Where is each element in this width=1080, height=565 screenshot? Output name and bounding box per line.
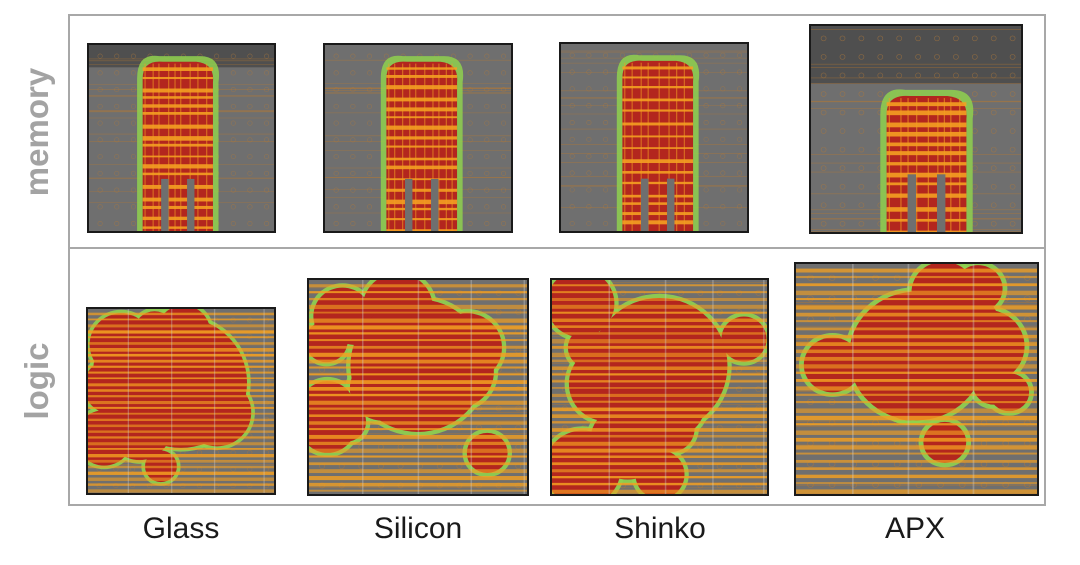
column-label-shinko: Shinko [614,512,706,545]
row-divider [68,247,1046,249]
figure-frame [68,14,1046,506]
route-map-logic-glass [88,309,274,493]
route-map-memory-shinko [561,44,747,231]
panel-logic-shinko [550,278,769,496]
panel-logic-silicon [307,278,529,496]
route-map-memory-glass [89,45,274,231]
column-label-glass: Glass [142,512,220,545]
panel-memory-glass [87,43,276,233]
panel-logic-apx [794,262,1039,496]
panel-memory-shinko [559,42,749,233]
panel-memory-silicon [323,43,513,233]
column-label-silicon: Silicon [373,512,463,545]
panel-logic-glass [86,307,276,495]
route-map-logic-silicon [309,280,527,494]
route-map-logic-apx [796,264,1037,494]
panel-memory-apx [809,24,1023,234]
route-map-memory-silicon [325,45,511,231]
column-label-apx: APX [884,512,946,545]
route-map-memory-apx [811,26,1021,232]
row-label-logic: logic [18,342,55,420]
row-label-memory: memory [18,67,55,197]
route-map-logic-shinko [552,280,767,494]
